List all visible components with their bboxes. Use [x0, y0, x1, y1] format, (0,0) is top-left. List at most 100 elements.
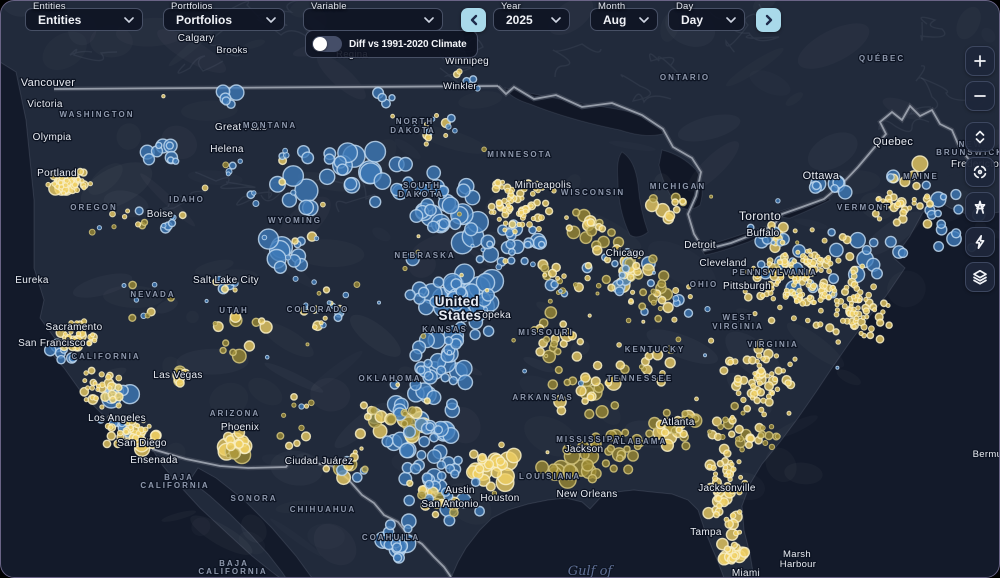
zoom-out-button[interactable]	[965, 81, 995, 111]
map-label-state: NEBRASKA	[394, 251, 455, 260]
map-label-city: Minneapolis	[515, 180, 572, 191]
map-label-state: CALIFORNIA	[140, 481, 209, 490]
map-label-city: Toronto	[739, 209, 781, 223]
map-label-city: Miami	[732, 568, 760, 578]
entities-dropdown-label: Entities	[33, 1, 66, 12]
entities-dropdown[interactable]: Entities Entities	[25, 1, 143, 31]
layers-icon	[973, 269, 987, 285]
map-label-state: NORTH	[396, 117, 434, 126]
map-label-state: IDAHO	[169, 195, 205, 204]
map-control-stack	[965, 46, 995, 292]
month-dropdown[interactable]: Month Aug	[590, 1, 658, 31]
map-label-city: Las Vegas	[153, 370, 202, 381]
map-label-state: NEVADA	[130, 290, 175, 299]
year-dropdown-value: 2025	[506, 12, 533, 27]
map-label-city: Harbour	[780, 559, 816, 570]
map-label-state: ALABAMA	[613, 437, 667, 446]
portfolios-dropdown-value: Portfolios	[176, 12, 232, 27]
map-label-city: Sacramento	[46, 322, 103, 333]
map-label-city: Buffalo	[746, 228, 779, 239]
map-label-state: WISCONSIN	[561, 188, 625, 197]
map-label-city: San Antonio	[421, 499, 478, 510]
map-label-city: Calgary	[178, 33, 215, 44]
map-label-state: KANSAS	[422, 325, 468, 334]
map-label-city: Brooks	[216, 45, 247, 56]
map-label-city: San Francisco	[18, 338, 86, 349]
map-label-state: CALIFORNIA	[71, 352, 140, 361]
map-label-state: MONTANA	[243, 121, 297, 130]
map-label-state: COAHUILA	[362, 533, 420, 542]
year-dropdown-label: Year	[501, 1, 521, 12]
map-label-state: ARKANSAS	[512, 393, 573, 402]
map-label-country: States	[439, 308, 482, 323]
map-label-state: VIRGINIA	[712, 322, 764, 331]
chevron-down-icon	[424, 16, 434, 23]
map-label-city: Ottawa	[803, 170, 840, 182]
entities-dropdown-value: Entities	[38, 12, 82, 27]
day-dropdown-label: Day	[676, 1, 694, 12]
month-dropdown-label: Month	[598, 1, 626, 12]
map-label-city: Winnipeg	[445, 56, 489, 67]
plus-icon	[974, 55, 986, 67]
map-label-state: OKLAHOMA	[358, 374, 421, 383]
map-label-city: Los Angeles	[88, 413, 146, 424]
map-label-state: CHIHUAHUA	[290, 505, 356, 514]
day-dropdown[interactable]: Day Day	[668, 1, 745, 31]
map-label-city: Helena	[210, 144, 244, 155]
map-label-city: Chicago	[606, 248, 645, 259]
map-label-city: Victoria	[27, 99, 63, 110]
transmission-layer-button[interactable]	[965, 192, 995, 222]
next-day-button[interactable]	[756, 8, 781, 32]
map-label-state: ARIZONA	[210, 409, 260, 418]
map-label-state: OHIO	[690, 280, 718, 289]
map-label-state: MISSOURI	[518, 328, 574, 337]
map-label-state: OREGON	[70, 203, 118, 212]
map-label-city: Detroit	[684, 240, 716, 251]
year-dropdown[interactable]: Year 2025	[493, 1, 570, 31]
climate-diff-toggle[interactable]: Diff vs 1991-2020 Climate	[305, 30, 478, 58]
chevron-down-icon	[124, 16, 134, 23]
zoom-in-button[interactable]	[965, 46, 995, 76]
map-label-city: Pittsburgh	[723, 281, 771, 292]
map-label-state: VIRGINIA	[747, 340, 799, 349]
map-label-state: BAJA	[219, 559, 249, 568]
chevron-down-icon	[266, 16, 276, 23]
cyclone-layer-button[interactable]	[965, 157, 995, 187]
map-label-state: KENTUCKY	[625, 345, 685, 354]
layers-button[interactable]	[965, 262, 995, 292]
map-label-state: TENNESSEE	[607, 374, 673, 383]
map-labels: VancouverVictoriaOlympiaPortlandCalgaryB…	[14, 32, 1000, 578]
toggle-knob	[313, 37, 327, 51]
map-label-state: MINNESOTA	[487, 150, 552, 159]
gulf-of-mexico	[450, 489, 725, 578]
lake-huron	[658, 149, 703, 210]
chevron-down-icon	[726, 16, 736, 23]
map-label-city: Great Falls	[215, 122, 267, 133]
map-label-city: Ciudad Juárez	[285, 456, 353, 467]
cyclone-icon	[973, 165, 987, 179]
map-data-points	[43, 68, 986, 566]
toggle-switch[interactable]	[312, 36, 342, 52]
map-label-city: Phoenix	[221, 422, 259, 433]
expand-button[interactable]	[965, 122, 995, 152]
chevron-right-icon	[765, 14, 772, 26]
map-label-state: QUÉBEC	[859, 54, 905, 63]
portfolios-dropdown[interactable]: Portfolios Portfolios	[163, 1, 285, 31]
variable-dropdown-label: Variable	[311, 1, 347, 12]
map-label-city: Olympia	[33, 132, 72, 143]
variable-dropdown[interactable]: Variable	[303, 1, 443, 31]
map-label-city: New Orleans	[556, 489, 617, 500]
map-label-state: VERMONT	[837, 203, 891, 212]
lightning-layer-button[interactable]	[965, 227, 995, 257]
map-label-city: Eureka	[15, 275, 49, 286]
chevron-down-icon	[639, 16, 649, 23]
map-label-state: MICHIGAN	[650, 182, 706, 191]
map-label-state: DAKOTA	[390, 126, 436, 135]
prev-day-button[interactable]	[461, 8, 486, 32]
map-label-city: Portland	[37, 168, 77, 179]
map-label-city: Quebec	[873, 136, 914, 148]
tower-icon	[974, 200, 986, 214]
map-label-city: Boise	[147, 209, 174, 220]
